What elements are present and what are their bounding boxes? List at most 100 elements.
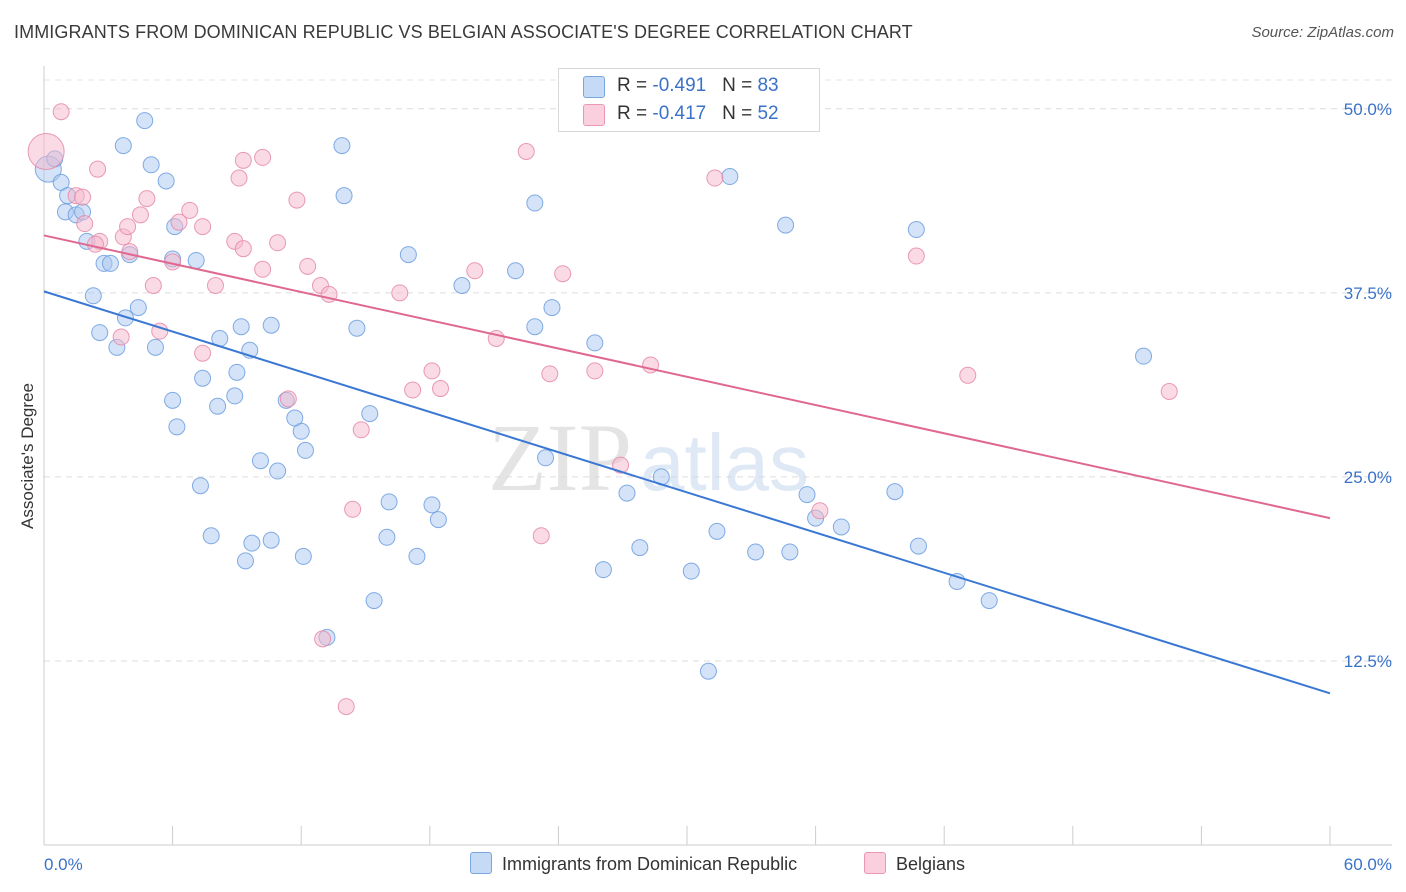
watermark-zip: ZIP	[488, 404, 632, 511]
x-tick-label-max: 60.0%	[1344, 855, 1392, 874]
point-dominican-49	[335, 187, 353, 205]
point-belgian-20	[254, 148, 272, 166]
point-dominican-23	[146, 338, 164, 356]
point-dominican-63	[586, 334, 604, 352]
point-belgian-33	[352, 421, 370, 439]
point-dominican-41	[202, 527, 220, 545]
point-belgian-53	[337, 698, 355, 716]
point-dominican-11	[136, 112, 154, 130]
point-dominican-73	[777, 216, 795, 234]
point-dominican-37	[296, 441, 314, 459]
point-belgian-25	[299, 257, 317, 275]
point-belgian-45	[612, 456, 630, 474]
point-dominican-42	[243, 534, 261, 552]
point-belgian-40	[517, 143, 535, 161]
point-belgian-3	[89, 160, 107, 178]
point-dominican-53	[408, 547, 426, 565]
point-belgian-32	[344, 500, 362, 518]
point-belgian-14	[194, 218, 212, 236]
point-belgian-19	[234, 151, 252, 169]
point-dominican-59	[526, 318, 544, 336]
bottom-legend-blue: Immigrants from Dominican Republic	[470, 852, 797, 875]
point-belgian-23	[279, 390, 297, 408]
point-belgian-0	[27, 133, 65, 171]
tick-labels: 12.5% 25.0% 37.5% 50.0% 0.0% 60.0%	[44, 100, 1392, 874]
y-tick-label-0: 12.5%	[1344, 652, 1392, 671]
point-dominican-39	[251, 452, 269, 470]
legend-swatch-blue	[583, 76, 605, 98]
bottom-legend-pink: Belgians	[864, 852, 965, 875]
point-belgian-10	[170, 213, 188, 231]
point-dominican-33	[168, 418, 186, 436]
point-belgian-49	[907, 247, 925, 265]
point-dominican-69	[699, 662, 717, 680]
point-dominican-77	[832, 518, 850, 536]
point-belgian-35	[391, 284, 409, 302]
point-dominican-58	[526, 194, 544, 212]
y-tick-label-3: 50.0%	[1344, 100, 1392, 119]
watermark-atlas: atlas	[640, 418, 809, 507]
point-dominican-32	[228, 363, 246, 381]
point-dominican-40	[269, 462, 287, 480]
stats-legend: R = -0.491 N = 83 R = -0.417 N = 52	[558, 68, 820, 132]
point-belgian-51	[1160, 383, 1178, 401]
point-dominican-71	[721, 168, 739, 186]
point-dominican-52	[365, 592, 383, 610]
point-dominican-18	[84, 287, 102, 305]
chart-title: IMMIGRANTS FROM DOMINICAN REPUBLIC VS BE…	[14, 22, 913, 42]
legend-blue-n-value: 83	[757, 75, 779, 96]
point-dominican-72	[747, 543, 765, 561]
point-belgian-43	[554, 265, 572, 283]
point-dominican-57	[453, 276, 471, 294]
bottom-legend-blue-label: Immigrants from Dominican Republic	[502, 854, 798, 874]
x-tick-label-min: 0.0%	[44, 855, 83, 874]
point-dominican-68	[682, 562, 700, 580]
point-belgian-15	[206, 276, 224, 294]
point-belgian-47	[706, 169, 724, 187]
point-dominican-36	[286, 409, 304, 427]
point-belgian-9	[138, 190, 156, 208]
point-dominican-55	[429, 511, 447, 529]
legend-pink-n-label: N =	[722, 103, 758, 124]
point-belgian-22	[269, 234, 287, 252]
point-dominican-54	[423, 496, 441, 514]
point-dominican-79	[907, 221, 925, 239]
legend-swatch-pink	[583, 104, 605, 126]
point-dominican-70	[708, 522, 726, 540]
point-dominican-13	[157, 172, 175, 190]
y-tick-label-2: 37.5%	[1344, 284, 1392, 303]
point-dominican-64	[594, 561, 612, 579]
point-dominican-10	[114, 137, 132, 155]
point-belgian-52	[314, 630, 332, 648]
point-dominican-29	[164, 391, 182, 409]
point-belgian-29	[112, 328, 130, 346]
axes	[43, 66, 1392, 846]
point-dominican-25	[232, 318, 250, 336]
point-dominican-30	[209, 397, 227, 415]
point-dominican-46	[348, 319, 366, 337]
point-belgian-28	[194, 344, 212, 362]
point-dominican-17	[187, 251, 205, 269]
point-dominican-31	[226, 387, 244, 405]
point-belgian-37	[432, 380, 450, 398]
point-dominican-45	[294, 547, 312, 565]
legend-blue-r-label: R =	[617, 75, 653, 96]
point-dominican-56	[399, 246, 417, 264]
point-belgian-50	[959, 366, 977, 384]
point-dominican-44	[236, 552, 254, 570]
point-dominican-74	[781, 543, 799, 561]
point-belgian-34	[404, 381, 422, 399]
trend-line-belgian	[43, 234, 1331, 520]
point-dominican-62	[537, 449, 555, 467]
point-dominican-60	[543, 299, 561, 317]
point-belgian-18	[230, 169, 248, 187]
point-belgian-13	[181, 201, 199, 219]
bottom-legend-blue-swatch	[470, 852, 492, 874]
point-dominican-65	[618, 484, 636, 502]
y-tick-label-1: 25.0%	[1344, 468, 1392, 487]
point-belgian-11	[144, 276, 162, 294]
data-points	[27, 103, 1178, 716]
point-belgian-4	[76, 215, 94, 233]
point-dominican-38	[191, 477, 209, 495]
point-belgian-30	[86, 235, 104, 253]
